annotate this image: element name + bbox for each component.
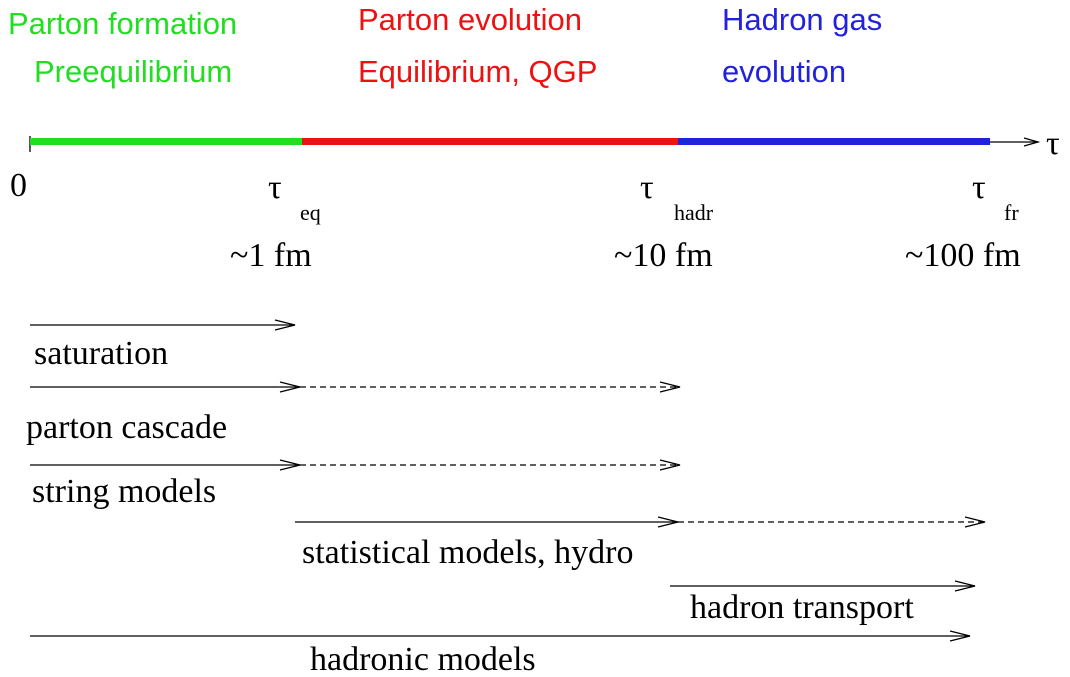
phase-label: Parton formation (8, 6, 237, 41)
model-label: hadron transport (690, 589, 914, 626)
model-label: saturation (34, 335, 168, 372)
arrowhead (949, 630, 971, 642)
phase-bar (678, 138, 990, 145)
time-subscript: eq (300, 200, 321, 225)
time-subscript: hadr (674, 200, 714, 225)
arrowhead (659, 459, 681, 471)
phase-label: Hadron gas (722, 2, 882, 37)
arrowhead (954, 580, 976, 592)
phase-label: Preequilibrium (34, 54, 232, 89)
time-symbol: τ (268, 169, 282, 206)
arrowhead (1023, 137, 1041, 147)
time-symbol: τ (972, 169, 986, 206)
model-label: hadronic models (310, 641, 536, 677)
time-scale: ~1 fm (230, 237, 312, 274)
time-label: 0 (10, 167, 27, 204)
model-label: string models (32, 473, 216, 510)
arrowhead (964, 516, 986, 528)
phase-label: Equilibrium, QGP (358, 54, 597, 89)
model-label: parton cascade (26, 409, 227, 446)
phase-bar (30, 138, 302, 145)
arrowhead (659, 381, 681, 393)
phase-bar (302, 138, 678, 145)
arrowhead (274, 319, 296, 331)
time-scale: ~10 fm (614, 237, 713, 274)
time-subscript: fr (1004, 200, 1019, 225)
time-scale: ~100 fm (905, 237, 1021, 274)
axis-label: τ (1046, 125, 1060, 162)
phase-label: Parton evolution (358, 2, 582, 37)
phase-label: evolution (722, 54, 846, 89)
model-label: statistical models, hydro (302, 534, 633, 571)
time-symbol: τ (640, 169, 654, 206)
